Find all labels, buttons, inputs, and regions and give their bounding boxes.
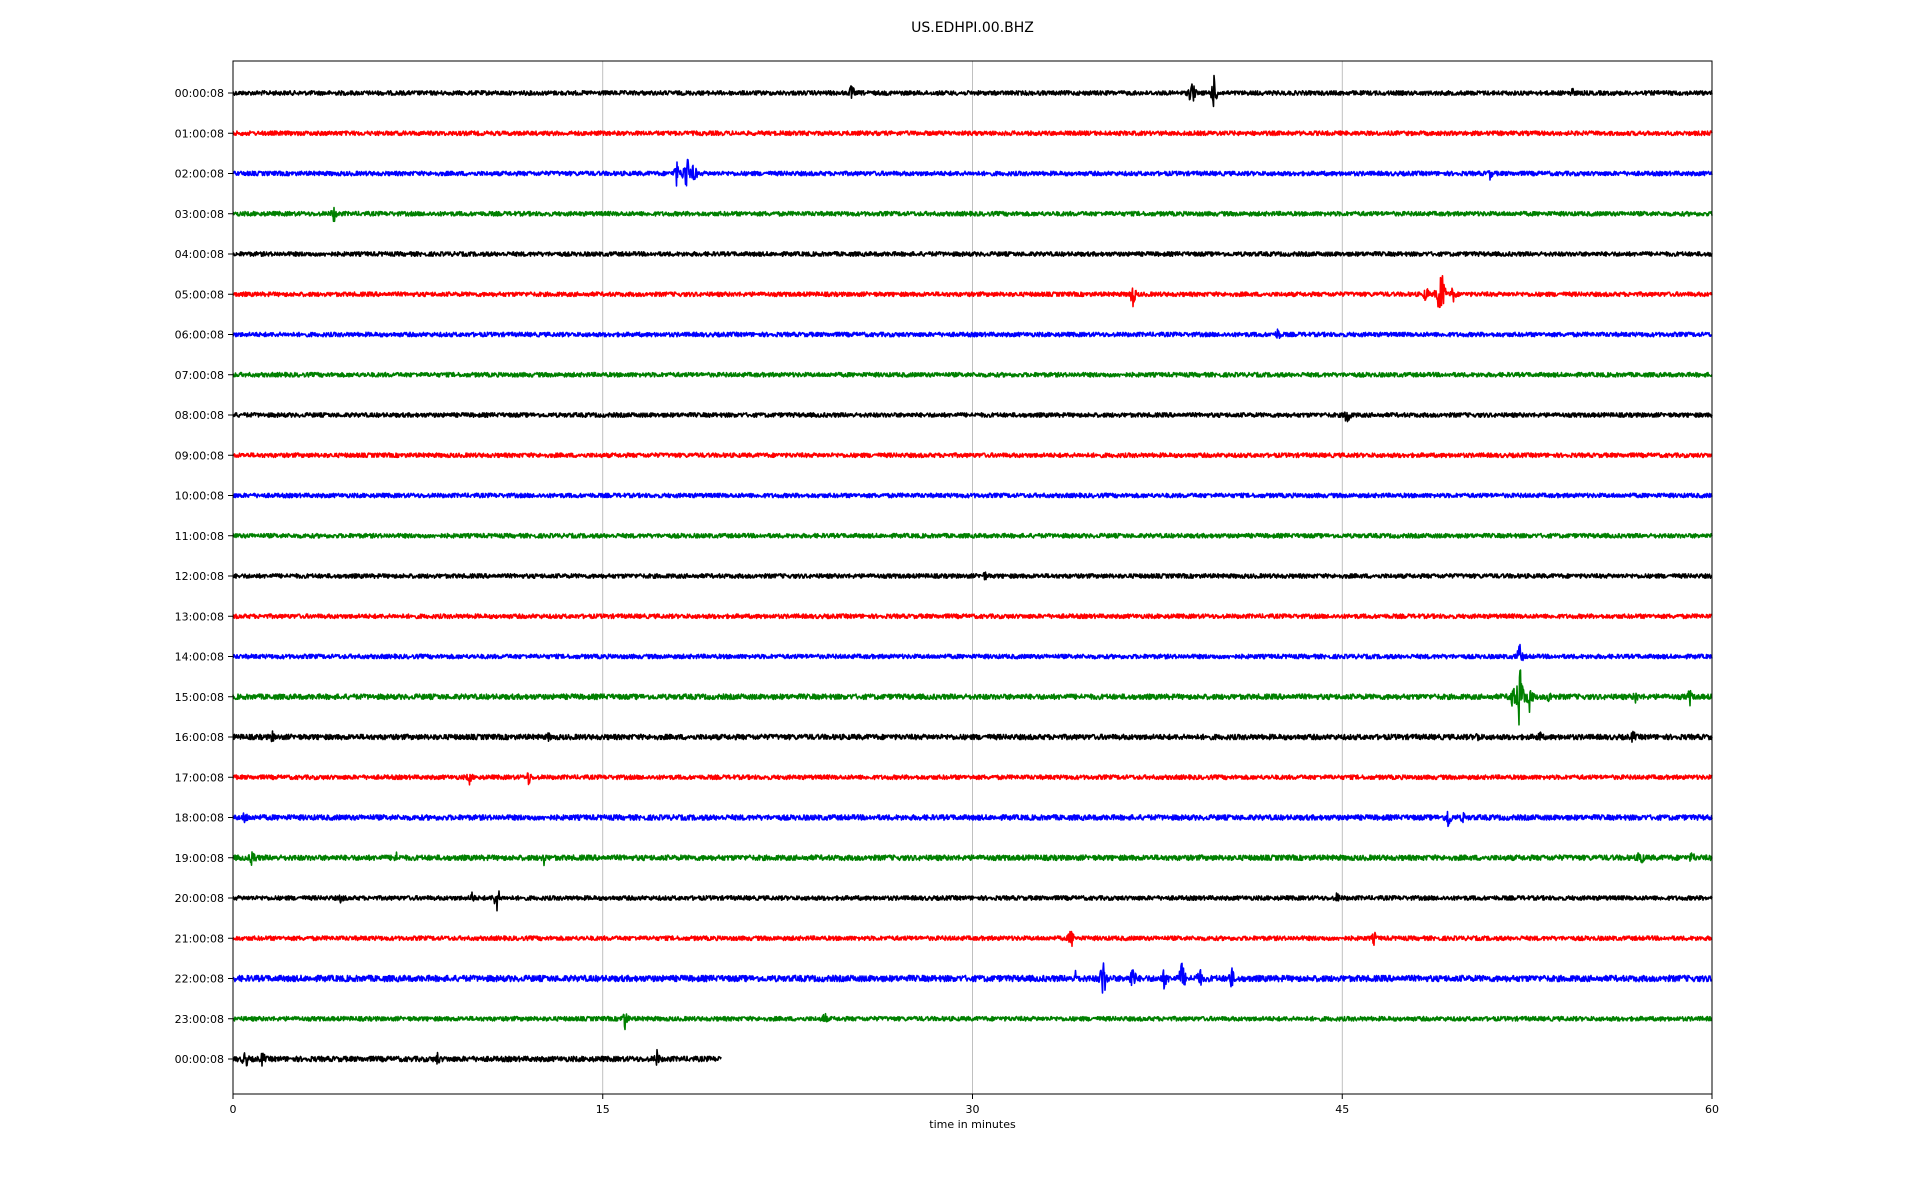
hour-label: 06:00:08 <box>175 329 224 342</box>
trace-line <box>232 74 1713 108</box>
hour-label: 18:00:08 <box>175 812 224 825</box>
trace-line <box>232 158 1713 187</box>
trace-line <box>232 328 1713 340</box>
trace-line <box>232 251 1713 257</box>
trace-line <box>232 810 1713 828</box>
trace-line <box>232 890 1713 912</box>
trace-line <box>232 411 1713 423</box>
trace-line <box>232 730 1713 743</box>
trace-line <box>232 772 1713 786</box>
hour-label: 03:00:08 <box>175 208 224 221</box>
hour-label: 07:00:08 <box>175 369 224 382</box>
hour-label: 11:00:08 <box>175 530 224 543</box>
trace-line <box>232 669 1713 726</box>
x-tick-label: 15 <box>596 1103 610 1116</box>
trace-line <box>232 1012 1713 1031</box>
hour-label: 01:00:08 <box>175 127 224 140</box>
x-axis-label: time in minutes <box>929 1118 1016 1131</box>
trace-line <box>232 851 1713 867</box>
x-tick-label: 30 <box>966 1103 980 1116</box>
hour-label: 23:00:08 <box>175 1013 224 1026</box>
trace-line <box>232 371 1713 378</box>
x-tick-label: 0 <box>230 1103 237 1116</box>
hour-label: 13:00:08 <box>175 610 224 623</box>
hour-label: 19:00:08 <box>175 852 224 865</box>
x-axis-ticks: 0 15 30 45 60 <box>230 1094 1719 1116</box>
trace-line <box>232 275 1713 309</box>
trace-line <box>232 930 1713 947</box>
hour-label: 14:00:08 <box>175 651 224 664</box>
trace-line <box>232 452 1713 459</box>
hour-label: 20:00:08 <box>175 892 224 905</box>
hour-label: 22:00:08 <box>175 973 224 986</box>
hour-label: 21:00:08 <box>175 932 224 945</box>
hour-label: 17:00:08 <box>175 771 224 784</box>
x-tick-label: 45 <box>1335 1103 1349 1116</box>
hour-labels: 00:00:08 01:00:08 02:00:08 03:00:08 04:00:08… <box>175 87 233 1066</box>
trace-line <box>232 962 1713 994</box>
trace-line <box>232 613 1713 620</box>
trace-line <box>232 532 1713 539</box>
hour-label: 15:00:08 <box>175 691 224 704</box>
trace-line <box>232 492 1713 499</box>
x-tick-label: 60 <box>1705 1103 1719 1116</box>
trace-line <box>232 206 1713 223</box>
hour-label: 10:00:08 <box>175 490 224 503</box>
hour-label: 00:00:08 <box>175 1053 224 1066</box>
hour-label: 00:00:08 <box>175 87 224 100</box>
hour-label: 09:00:08 <box>175 449 224 462</box>
trace-line <box>232 130 1713 137</box>
trace-line <box>232 1048 722 1067</box>
hour-label: 02:00:08 <box>175 168 224 181</box>
trace-line <box>232 571 1713 581</box>
hour-label: 08:00:08 <box>175 409 224 422</box>
hour-label: 04:00:08 <box>175 248 224 261</box>
chart-title: US.EDHPI.00.BHZ <box>911 20 1034 36</box>
hour-label: 16:00:08 <box>175 731 224 744</box>
trace-line <box>232 643 1713 662</box>
hour-label: 12:00:08 <box>175 570 224 583</box>
seismogram-traces <box>232 74 1713 1067</box>
hour-label: 05:00:08 <box>175 288 224 301</box>
